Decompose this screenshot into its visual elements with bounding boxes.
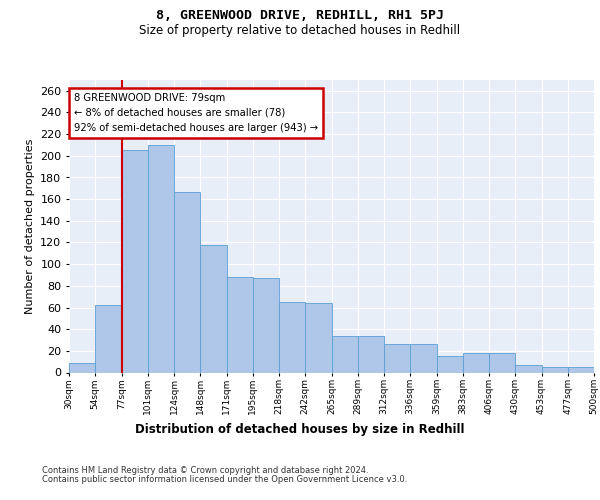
Bar <box>568 367 594 372</box>
Bar <box>542 367 568 372</box>
Text: Distribution of detached houses by size in Redhill: Distribution of detached houses by size … <box>135 422 465 436</box>
Bar <box>305 303 331 372</box>
Bar <box>410 344 437 372</box>
Bar <box>174 192 200 372</box>
Text: Contains HM Land Registry data © Crown copyright and database right 2024.: Contains HM Land Registry data © Crown c… <box>42 466 368 475</box>
Bar <box>437 356 463 372</box>
Bar <box>331 336 358 372</box>
Bar <box>95 306 121 372</box>
Bar <box>69 363 95 372</box>
Bar <box>489 353 515 372</box>
Text: 8, GREENWOOD DRIVE, REDHILL, RH1 5PJ: 8, GREENWOOD DRIVE, REDHILL, RH1 5PJ <box>156 9 444 22</box>
Bar <box>384 344 410 372</box>
Bar <box>121 150 148 372</box>
Text: Size of property relative to detached houses in Redhill: Size of property relative to detached ho… <box>139 24 461 37</box>
Bar <box>463 353 489 372</box>
Bar <box>279 302 305 372</box>
Bar <box>515 365 542 372</box>
Bar <box>227 277 253 372</box>
Y-axis label: Number of detached properties: Number of detached properties <box>25 138 35 314</box>
Text: 8 GREENWOOD DRIVE: 79sqm
← 8% of detached houses are smaller (78)
92% of semi-de: 8 GREENWOOD DRIVE: 79sqm ← 8% of detache… <box>74 93 318 132</box>
Bar <box>253 278 279 372</box>
Bar <box>200 244 227 372</box>
Text: Contains public sector information licensed under the Open Government Licence v3: Contains public sector information licen… <box>42 475 407 484</box>
Bar <box>358 336 384 372</box>
Bar <box>148 145 174 372</box>
